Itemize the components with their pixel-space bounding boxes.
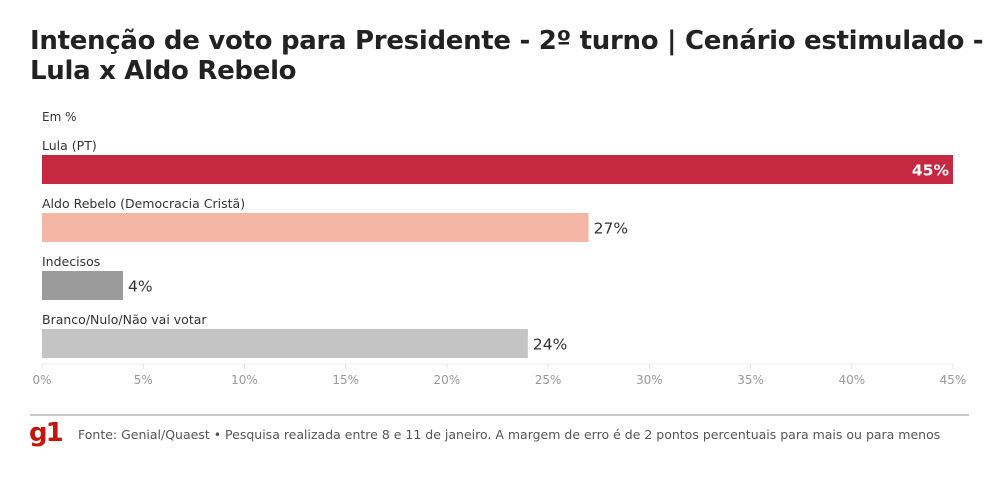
footer-divider [30,414,969,416]
source-note: Fonte: Genial/Quaest • Pesquisa realizad… [78,427,941,442]
value-label: 45% [912,162,950,180]
g1-logo: g1 [29,418,64,448]
x-tick-label: 35% [737,373,764,387]
x-tick-label: 5% [134,373,153,387]
category-label: Branco/Nulo/Não vai votar [42,312,207,327]
category-label: Aldo Rebelo (Democracia Cristã) [42,196,245,211]
bar [42,155,953,184]
bar-chart: Lula (PT) 45% Aldo Rebelo (Democracia Cris… [32,138,967,387]
x-tick-label: 45% [940,373,967,387]
value-label: 4% [128,278,153,296]
bar [42,329,528,358]
chart-title: Intenção de voto para Presidente - 2º tu… [30,26,984,86]
category-label: Lula (PT) [42,138,97,153]
category-label: Indecisos [42,254,100,269]
x-tick-label: 0% [32,373,51,387]
chart-subtitle: Em % [42,110,77,124]
bar [42,213,589,242]
x-tick-label: 15% [332,373,359,387]
x-tick-label: 30% [636,373,663,387]
x-tick-label: 25% [535,373,562,387]
bar [42,271,123,300]
value-label: 24% [533,336,567,354]
value-label: 27% [594,220,628,238]
x-tick-label: 40% [838,373,865,387]
x-tick-label: 20% [434,373,461,387]
x-tick-label: 10% [231,373,258,387]
